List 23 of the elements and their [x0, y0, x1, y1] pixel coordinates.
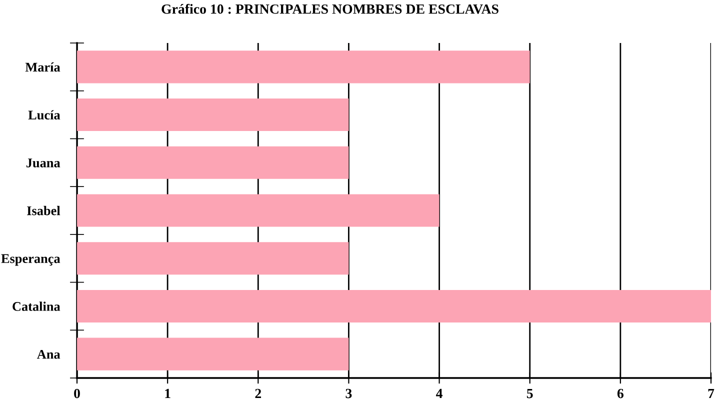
bar: [77, 194, 440, 227]
x-tick-label: 4: [436, 388, 442, 398]
bar: [77, 98, 349, 132]
y-tick-label: Catalina: [12, 302, 60, 311]
bar: [77, 290, 711, 322]
bar: [77, 146, 349, 179]
bar: [77, 338, 349, 370]
x-tick-label: 7: [708, 388, 714, 398]
x-tick-label: 5: [526, 388, 533, 398]
y-tick-label: Esperança: [1, 254, 60, 266]
chart-title: Gráfico 10 : PRINCIPALES NOMBRES DE ESCLAVAS: [162, 4, 498, 14]
bar: [77, 242, 349, 275]
y-tick-label: Ana: [37, 350, 60, 359]
bar: [77, 50, 530, 84]
x-tick-label: 6: [617, 388, 624, 398]
y-tick-label: Isabel: [27, 206, 60, 216]
y-tick-label: Lucía: [28, 110, 60, 120]
x-tick-label: 3: [346, 388, 352, 398]
x-tick-label: 0: [74, 388, 80, 398]
y-tick-label: Juana: [26, 158, 60, 168]
x-tick-label: 1: [165, 388, 170, 398]
y-tick-label: María: [25, 62, 60, 72]
x-tick-label: 2: [255, 388, 262, 398]
